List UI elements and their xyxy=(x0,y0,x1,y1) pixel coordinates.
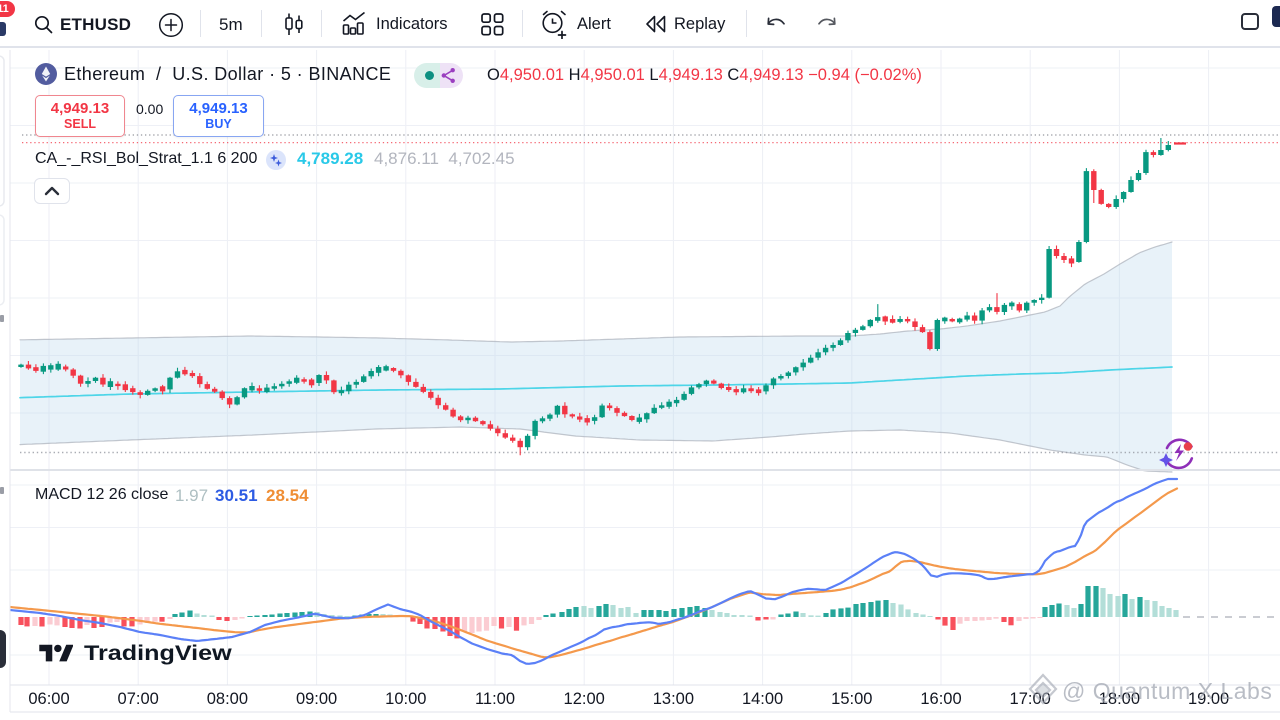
svg-text:14:00: 14:00 xyxy=(742,690,783,708)
svg-text:18:00: 18:00 xyxy=(1099,690,1140,708)
svg-text:07:00: 07:00 xyxy=(118,690,159,708)
svg-text:13:00: 13:00 xyxy=(653,690,694,708)
svg-text:12:00: 12:00 xyxy=(564,690,605,708)
svg-text:06:00: 06:00 xyxy=(28,690,69,708)
svg-text:16:00: 16:00 xyxy=(920,690,961,708)
svg-text:08:00: 08:00 xyxy=(207,690,248,708)
svg-text:09:00: 09:00 xyxy=(296,690,337,708)
svg-text:11:00: 11:00 xyxy=(475,690,515,708)
svg-text:19:00: 19:00 xyxy=(1188,690,1229,708)
svg-text:10:00: 10:00 xyxy=(385,690,426,708)
svg-text:15:00: 15:00 xyxy=(831,690,872,708)
